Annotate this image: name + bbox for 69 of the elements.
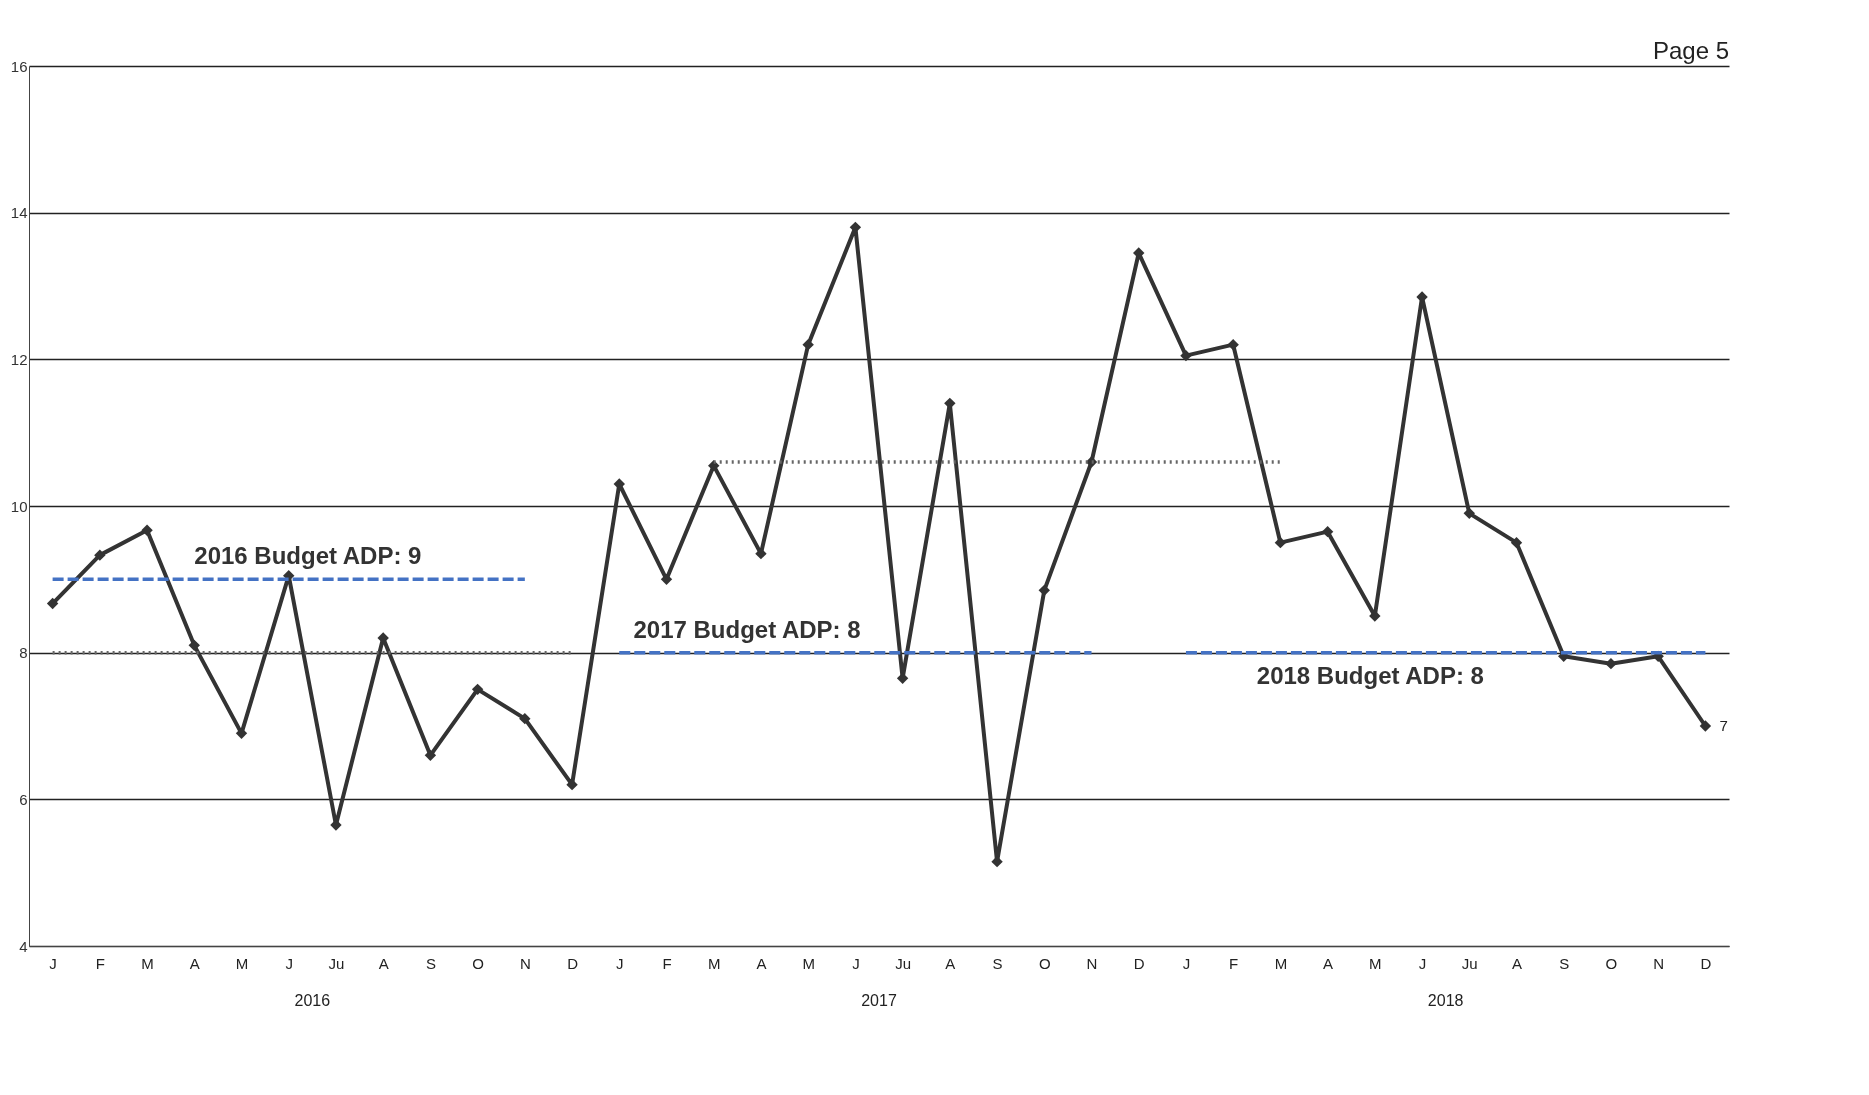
x-tick-label: D bbox=[1133, 954, 1145, 972]
point bbox=[802, 338, 814, 351]
x-tick-label: S bbox=[992, 954, 1003, 972]
x-tick-label: O bbox=[1605, 954, 1618, 972]
x-tick-label: O bbox=[1038, 954, 1051, 972]
point bbox=[141, 524, 153, 536]
x-tick-label: D bbox=[1700, 954, 1712, 972]
x-tick-label: J bbox=[852, 954, 860, 972]
x-tick-label: J bbox=[616, 954, 624, 972]
x-tick-label: S bbox=[425, 954, 436, 972]
point bbox=[1227, 338, 1239, 351]
x-tick-label: J bbox=[285, 954, 293, 972]
y-tick-label: 14 bbox=[10, 204, 28, 222]
x-tick-label: M bbox=[235, 954, 249, 972]
point bbox=[708, 459, 720, 472]
point bbox=[188, 639, 200, 652]
x-tick-label: A bbox=[189, 954, 200, 972]
x-tick-label: F bbox=[662, 954, 672, 972]
x-tick-label: S bbox=[1559, 954, 1570, 972]
x-tick-label: O bbox=[472, 954, 484, 972]
x-tick-label: N bbox=[519, 954, 531, 972]
point bbox=[94, 549, 106, 561]
point bbox=[1321, 525, 1334, 538]
point bbox=[471, 683, 484, 696]
y-tick-label: 8 bbox=[19, 644, 28, 662]
x-tick-label: Ju bbox=[1461, 954, 1478, 972]
text: 2017 bbox=[861, 992, 897, 1009]
point bbox=[1274, 536, 1287, 549]
point bbox=[1699, 720, 1712, 732]
y-tick-label: 12 bbox=[10, 350, 28, 368]
x-tick-label: M bbox=[141, 954, 154, 972]
x-tick-label: M bbox=[707, 954, 721, 972]
point bbox=[1180, 349, 1192, 362]
series-label: 2016 Budget ADP: 9 bbox=[194, 542, 422, 570]
point bbox=[424, 749, 437, 762]
x-tick-label: J bbox=[1418, 954, 1427, 972]
y-tick-label: 16 bbox=[10, 57, 28, 75]
series-label: 2017 Budget ADP: 8 bbox=[633, 615, 861, 643]
x-tick-label: M bbox=[802, 954, 815, 972]
point bbox=[1510, 536, 1523, 549]
x-tick-label: A bbox=[1323, 954, 1334, 972]
x-tick-label: A bbox=[1511, 954, 1523, 972]
x-tick-label: A bbox=[945, 954, 956, 972]
point bbox=[660, 573, 673, 586]
text: Page 5 bbox=[1652, 37, 1729, 64]
x-tick-label: M bbox=[1274, 954, 1288, 972]
point bbox=[1463, 507, 1475, 520]
text: 2016 bbox=[294, 992, 331, 1009]
x-tick-label: A bbox=[756, 954, 767, 972]
y-tick-label: 10 bbox=[10, 497, 28, 515]
y-tick-label: 4 bbox=[19, 937, 28, 955]
x-tick-label: A bbox=[378, 954, 389, 972]
point bbox=[1605, 657, 1617, 670]
point bbox=[46, 597, 59, 610]
text: 2018 bbox=[1427, 992, 1464, 1009]
x-tick-label: Ju bbox=[895, 954, 912, 972]
x-tick-label: M bbox=[1369, 954, 1382, 972]
x-tick-label: Ju bbox=[328, 954, 345, 972]
x-tick-label: F bbox=[95, 954, 105, 972]
point bbox=[519, 712, 531, 725]
y-tick-label: 6 bbox=[19, 790, 28, 808]
data-label: 7 bbox=[1719, 717, 1728, 734]
x-tick-label: N bbox=[1086, 954, 1098, 972]
series-label: 2018 Budget ADP: 8 bbox=[1256, 661, 1484, 689]
x-tick-label: J bbox=[1182, 954, 1191, 972]
x-tick-label: F bbox=[1229, 954, 1239, 972]
x-tick-label: J bbox=[49, 954, 57, 972]
x-tick-label: N bbox=[1653, 954, 1665, 972]
x-tick-label: D bbox=[567, 954, 579, 972]
